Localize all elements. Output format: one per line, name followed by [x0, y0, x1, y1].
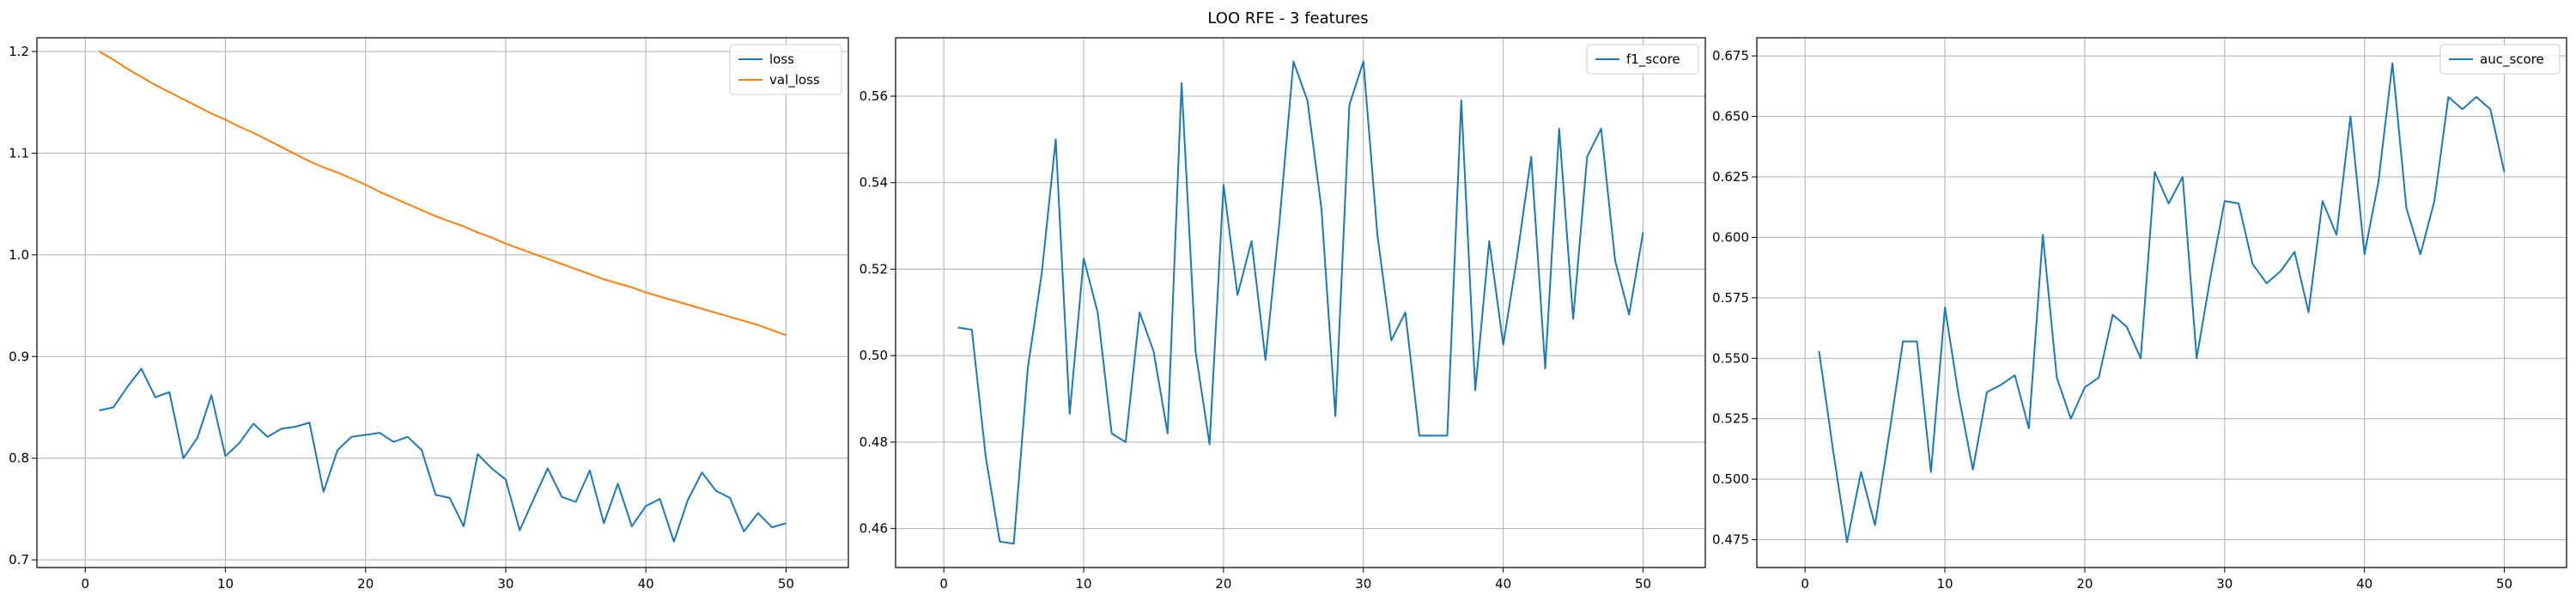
y-tick-label: 0.500 [1712, 471, 1749, 487]
y-tick-label: 0.600 [1712, 229, 1749, 245]
x-tick-label: 50 [1635, 576, 1651, 592]
legend-box [1586, 44, 1699, 75]
y-tick-label: 0.9 [9, 349, 29, 364]
series-line-loss [99, 367, 787, 543]
y-tick-label: 0.650 [1712, 109, 1749, 124]
y-tick-label: 0.48 [860, 434, 888, 450]
x-tick-label: 40 [2356, 576, 2372, 592]
x-tick-label: 20 [357, 576, 374, 592]
series-line-val_loss [99, 51, 787, 337]
legend: f1_score [1586, 44, 1699, 75]
x-tick-label: 30 [497, 576, 513, 592]
y-tick-label: 0.50 [860, 348, 888, 363]
x-tick-label: 20 [2076, 576, 2093, 592]
x-tick-label: 0 [1801, 576, 1809, 592]
y-tick-label: 0.56 [860, 88, 888, 104]
x-tick-label: 0 [82, 576, 90, 592]
y-tick-label: 1.0 [9, 247, 29, 263]
x-tick-label: 10 [217, 576, 234, 592]
legend-label: f1_score [1626, 52, 1680, 68]
y-tick-label: 0.675 [1712, 48, 1749, 64]
legend-box [2439, 44, 2561, 75]
x-tick-label: 30 [2216, 576, 2233, 592]
x-tick-label: 40 [1495, 576, 1511, 592]
axes-frame [895, 37, 1706, 568]
legend-label: auc_score [2480, 52, 2544, 68]
axes-frame [1756, 37, 2567, 568]
y-tick-label: 0.52 [860, 261, 888, 276]
series-line-f1_score [957, 60, 1644, 545]
x-tick-label: 30 [1355, 576, 1371, 592]
chart-1: 0 10 20 30 40 50 0.7 0.8 0.9 1.0 1.1 1.2 loss val_los… [9, 37, 849, 592]
chart-3: 0 10 20 30 40 50 0.475 0.500 0.525 0.550 0.575 0.60… [1712, 37, 2567, 592]
y-tick-label: 1.2 [9, 44, 29, 59]
legend-label: val_loss [769, 72, 820, 88]
legend-box [729, 44, 842, 95]
series-line-auc_score [1818, 62, 2506, 543]
legend: loss val_loss [729, 44, 842, 95]
chart-2: 0 10 20 30 40 50 0.46 0.48 0.50 0.52 0.54 0.56 f1_sc… [860, 37, 1706, 592]
x-tick-label: 40 [638, 576, 654, 592]
charts: 0 10 20 30 40 50 0.7 0.8 0.9 1.0 1.1 1.2 loss val_los… [9, 37, 2567, 592]
x-tick-label: 0 [939, 576, 948, 592]
legend-label: loss [769, 52, 794, 67]
x-tick-label: 20 [1215, 576, 1231, 592]
y-tick-label: 1.1 [9, 145, 29, 161]
x-tick-label: 10 [1937, 576, 1953, 592]
x-tick-label: 50 [2496, 576, 2512, 592]
y-tick-label: 0.8 [9, 451, 29, 466]
y-tick-label: 0.575 [1712, 290, 1749, 306]
figure-title: LOO RFE - 3 features [1207, 9, 1368, 27]
y-tick-label: 0.525 [1712, 411, 1749, 427]
x-tick-label: 50 [778, 576, 794, 592]
legend: auc_score [2439, 44, 2561, 75]
y-tick-label: 0.550 [1712, 350, 1749, 366]
y-tick-label: 0.475 [1712, 532, 1749, 548]
axes-frame [36, 37, 849, 568]
y-tick-label: 0.7 [9, 552, 29, 568]
y-tick-label: 0.625 [1712, 169, 1749, 185]
x-tick-label: 10 [1076, 576, 1092, 592]
y-tick-label: 0.46 [860, 521, 888, 537]
y-tick-label: 0.54 [860, 175, 888, 191]
